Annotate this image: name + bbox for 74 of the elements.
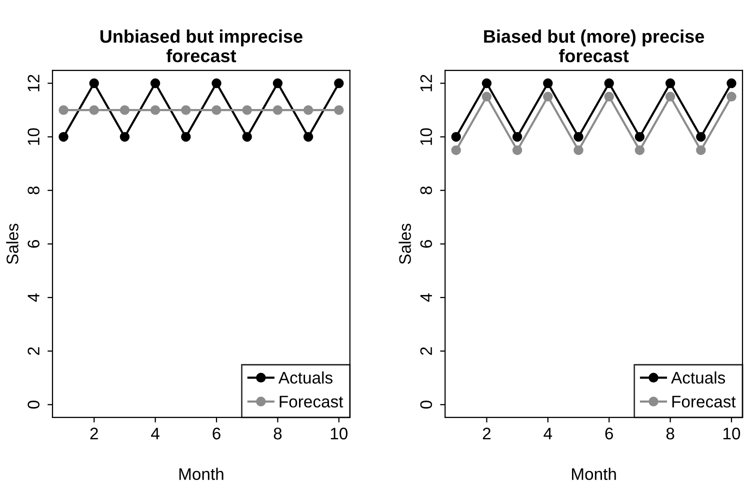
point [604, 92, 614, 102]
legend-label: Forecast [280, 396, 344, 408]
point [120, 132, 130, 142]
point [303, 132, 314, 142]
point [726, 92, 736, 102]
x-tick-label: 10 [330, 428, 348, 440]
point [512, 132, 522, 142]
x-tick-label: 6 [212, 428, 220, 440]
point [334, 105, 344, 115]
point [181, 132, 191, 142]
point [604, 78, 614, 88]
y-tick-label: 12 [28, 74, 40, 92]
y-tick-label: 10 [420, 128, 432, 145]
y-tick-label: 4 [28, 293, 40, 302]
x-axis-title: Month [572, 468, 616, 480]
y-tick-label: 8 [420, 186, 432, 194]
y-tick-label: 0 [420, 400, 432, 409]
y-tick-label: 10 [28, 128, 40, 145]
point [634, 132, 645, 142]
point [58, 105, 68, 115]
point [272, 105, 283, 115]
point [89, 105, 99, 115]
point [726, 78, 736, 88]
y-axis-title: Sales [6, 224, 18, 264]
point [512, 145, 522, 156]
y-tick-label: 2 [420, 347, 432, 355]
point [89, 78, 99, 88]
point [665, 78, 676, 88]
chart-title: Unbiased but imprecise forecast [100, 30, 302, 62]
point [451, 145, 461, 156]
point [451, 132, 461, 142]
point [181, 105, 191, 115]
point [543, 78, 553, 88]
point [242, 132, 252, 142]
x-tick-label: 8 [274, 428, 282, 440]
point [150, 78, 160, 88]
point [482, 78, 492, 88]
y-tick-label: 6 [420, 240, 432, 248]
point [665, 92, 676, 102]
point [150, 105, 160, 115]
x-tick-label: 8 [666, 428, 674, 440]
legend-label: Forecast [672, 396, 736, 408]
point [58, 132, 68, 142]
y-tick-label: 4 [420, 293, 432, 302]
point [634, 145, 645, 156]
point [334, 78, 344, 88]
y-axis-title: Sales [398, 224, 411, 264]
y-tick-label: 12 [420, 74, 432, 92]
x-axis-title: Month [179, 468, 224, 480]
y-tick-label: 8 [28, 186, 40, 194]
chart-title: Biased but (more) precise forecast [484, 30, 704, 62]
point [574, 145, 584, 156]
point [482, 92, 492, 102]
x-tick-label: 6 [605, 428, 613, 440]
x-tick-label: 4 [151, 428, 160, 440]
point [574, 132, 584, 142]
point [696, 145, 706, 156]
x-tick-label: 2 [482, 428, 490, 440]
y-tick-label: 0 [28, 400, 40, 409]
point [696, 132, 706, 142]
point [212, 105, 222, 115]
x-tick-label: 10 [723, 428, 740, 440]
point [272, 78, 283, 88]
y-tick-label: 6 [28, 240, 40, 248]
point [242, 105, 252, 115]
point [543, 92, 553, 102]
point [303, 105, 314, 115]
legend-label: Actuals [671, 371, 726, 384]
x-tick-label: 4 [544, 428, 552, 440]
y-tick-label: 2 [28, 347, 40, 355]
legend-label: Actuals [278, 371, 332, 384]
point [120, 105, 130, 115]
x-tick-label: 2 [90, 428, 98, 440]
point [212, 78, 222, 88]
